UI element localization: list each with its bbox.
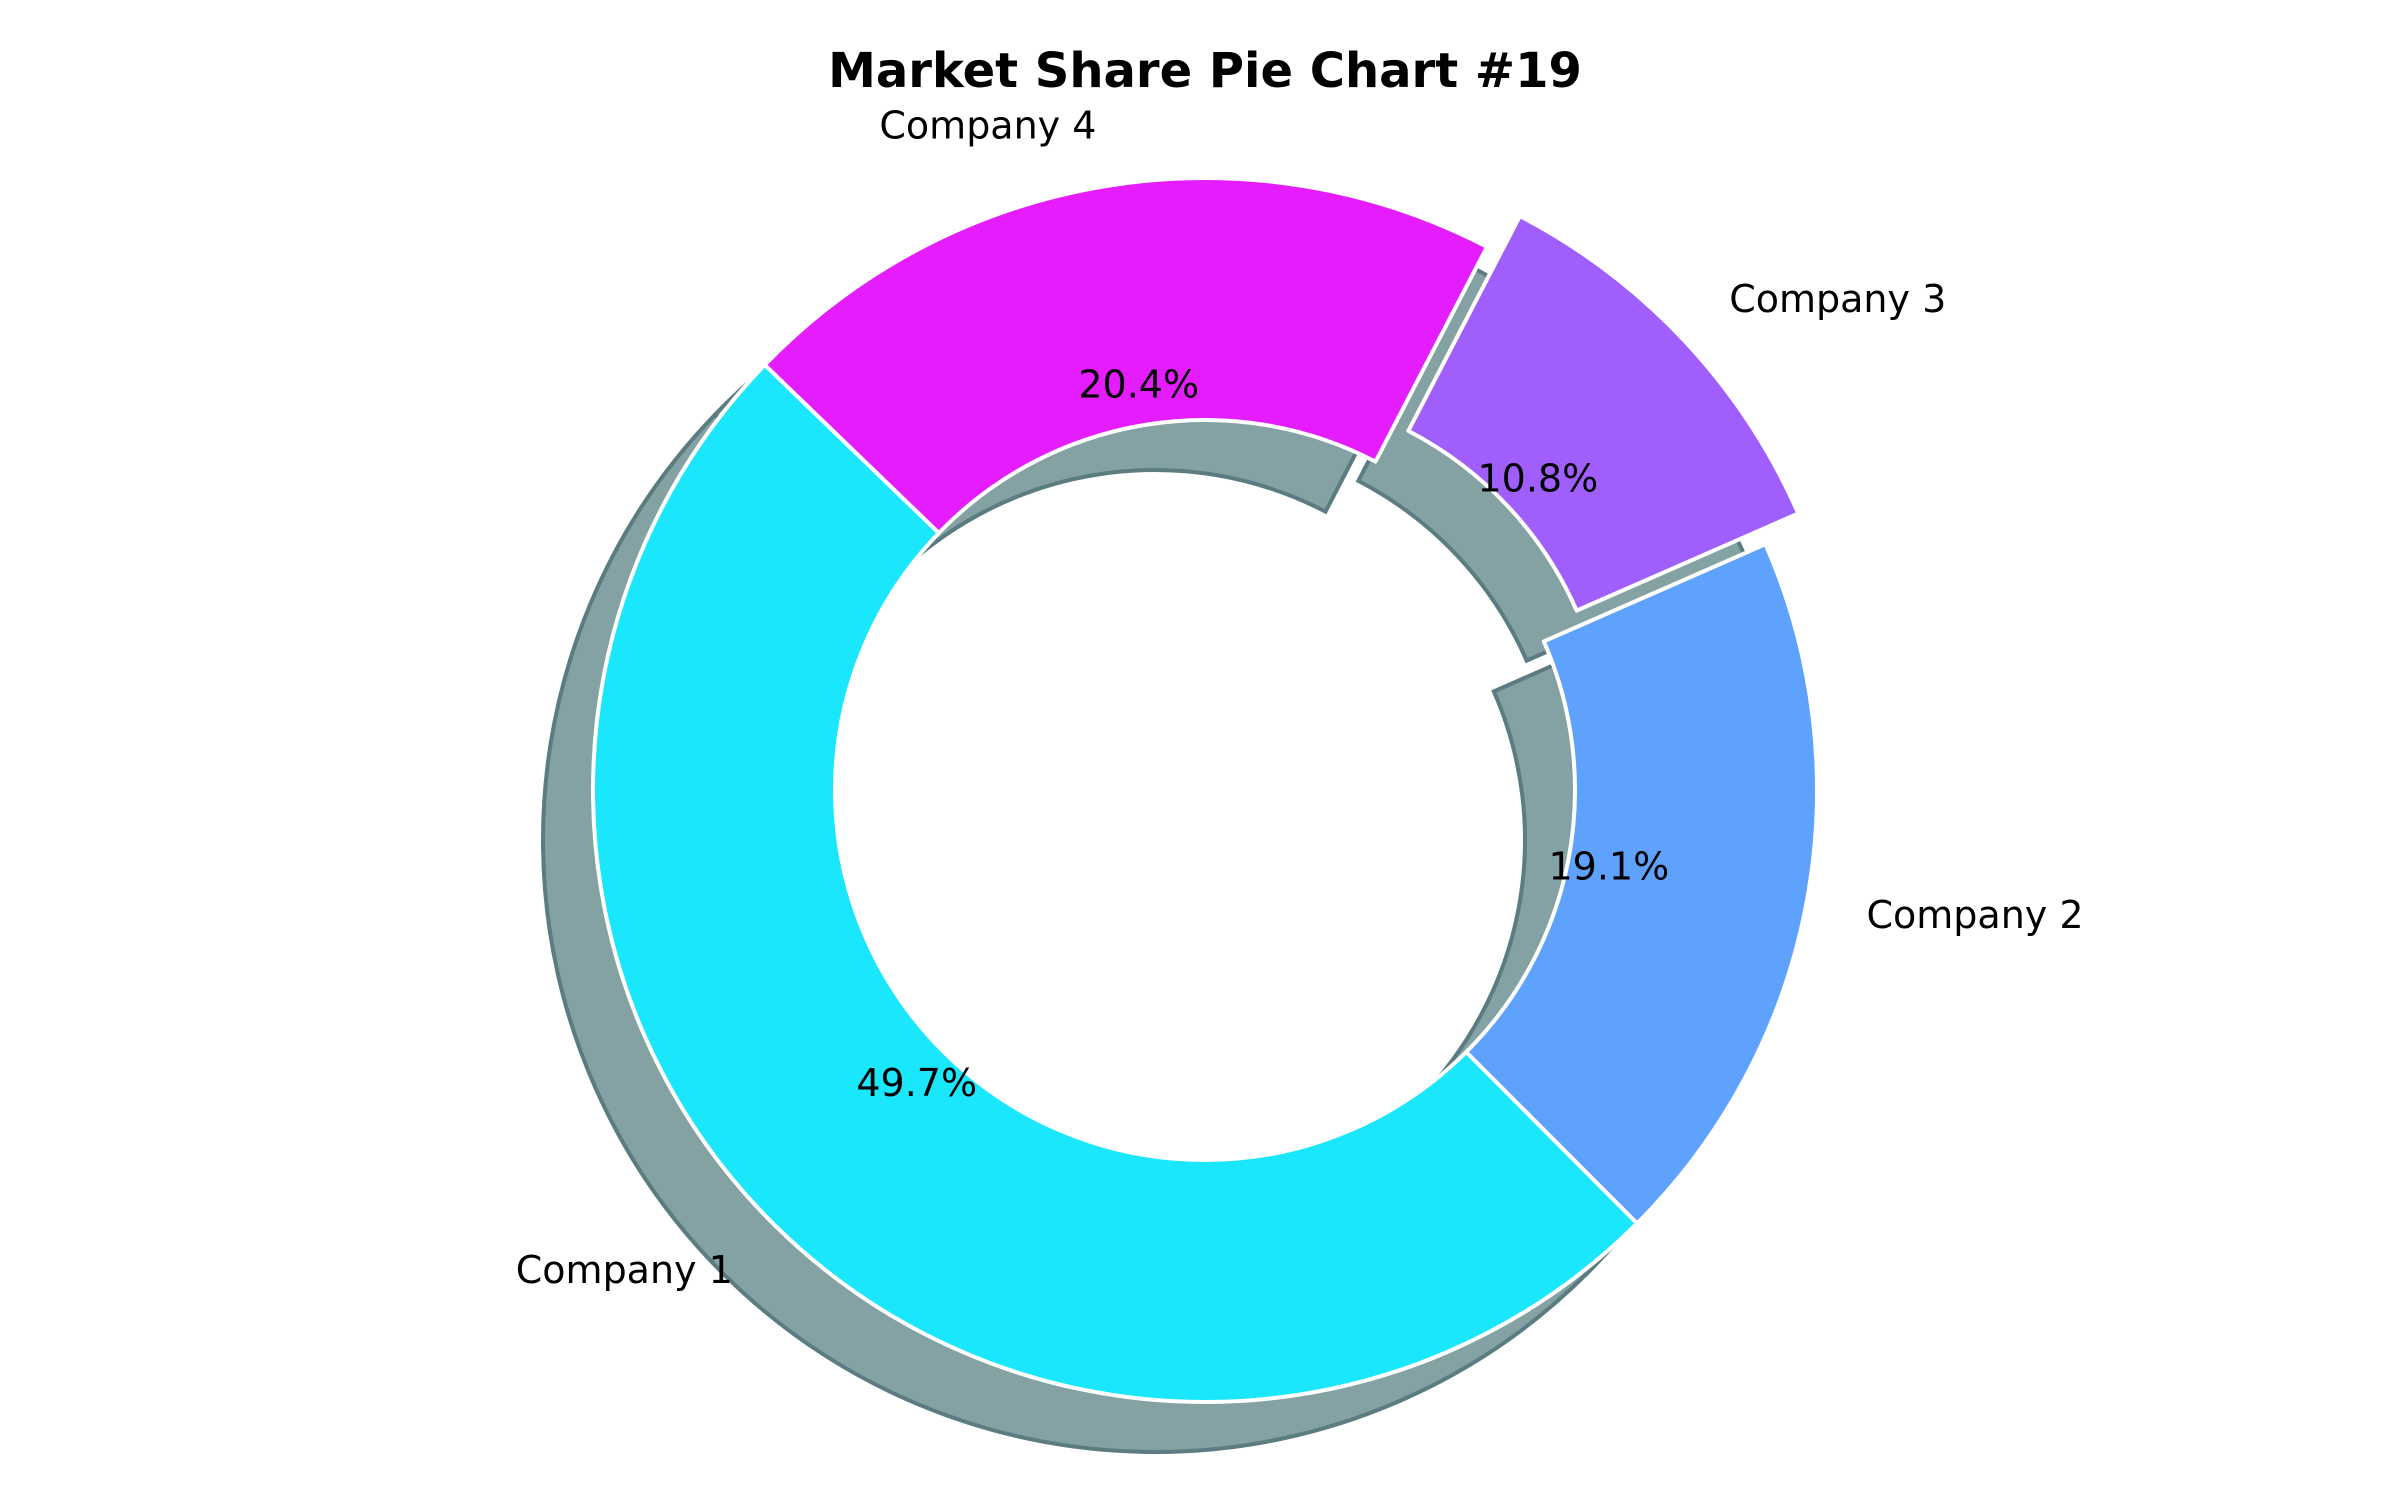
- slice-company-1: [591, 362, 1640, 1404]
- label-company-2: Company 2: [1866, 893, 2083, 937]
- slices-layer: [591, 176, 1819, 1404]
- value-label-company-3: 10.8%: [1477, 456, 1598, 500]
- labels-layer: Company 1 49.7% Company 2 19.1% Company 3 10.…: [516, 104, 2084, 1292]
- slice-company-2: [1464, 542, 1819, 1226]
- slice-company-4: [762, 176, 1490, 535]
- value-label-company-2: 19.1%: [1548, 844, 1669, 888]
- label-company-1: Company 1: [516, 1248, 733, 1292]
- value-label-company-1: 49.7%: [856, 1061, 977, 1105]
- label-company-4: Company 4: [879, 104, 1096, 148]
- value-label-company-4: 20.4%: [1078, 362, 1199, 406]
- slice-company-3: [1406, 214, 1801, 613]
- chart-title: Market Share Pie Chart #19: [828, 43, 1582, 99]
- label-company-3: Company 3: [1729, 277, 1946, 321]
